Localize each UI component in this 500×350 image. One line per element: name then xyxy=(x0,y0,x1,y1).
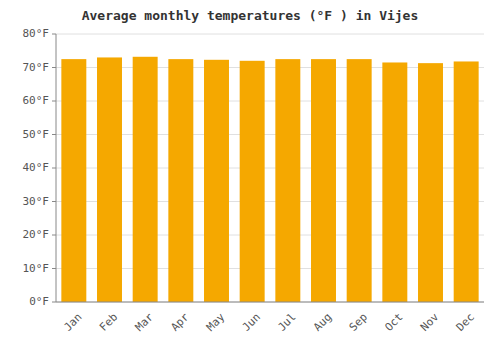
x-tick-label: Sep xyxy=(347,311,370,334)
bar xyxy=(133,57,158,302)
x-axis: Jan Feb Mar Apr May Jun Jul Aug Sep Oct Nov Dec xyxy=(61,310,477,334)
bar xyxy=(204,60,229,302)
x-tick-label: Nov xyxy=(418,310,442,334)
bar xyxy=(382,62,407,302)
bar xyxy=(275,59,300,302)
x-tick-label: Jul xyxy=(275,311,298,334)
chart-svg: 0°F 10°F 20°F 30°F 40°F 50°F 60°F 70°F 80°F Jan Fe… xyxy=(0,0,500,350)
bar xyxy=(347,59,372,302)
y-tick-label: 10°F xyxy=(23,262,50,275)
y-tick-label: 50°F xyxy=(23,128,50,141)
x-tick-label: Dec xyxy=(454,311,477,334)
axes xyxy=(56,34,484,302)
x-tick-label: Mar xyxy=(133,310,157,334)
y-tick xyxy=(52,34,56,35)
bar xyxy=(61,59,86,302)
y-tick-label: 20°F xyxy=(23,228,50,241)
x-tick-label: Jun xyxy=(240,311,263,334)
bar xyxy=(168,59,193,302)
x-tick-label: Oct xyxy=(382,311,405,334)
x-tick-label: Jan xyxy=(61,311,84,334)
y-tick xyxy=(52,168,56,169)
y-axis: 0°F 10°F 20°F 30°F 40°F 50°F 60°F 70°F 80°F xyxy=(23,27,57,308)
chart-container: 0°F 10°F 20°F 30°F 40°F 50°F 60°F 70°F 80°F Jan Fe… xyxy=(0,0,500,350)
y-tick-label: 80°F xyxy=(23,27,50,40)
x-axis-line xyxy=(56,302,484,303)
grid-line xyxy=(56,302,484,303)
bar xyxy=(311,59,336,302)
title: Average monthly temperatures (°F ) in Vi… xyxy=(82,8,419,23)
bar xyxy=(97,57,122,302)
y-tick-label: 60°F xyxy=(23,94,50,107)
grid-line xyxy=(56,34,484,35)
y-tick xyxy=(52,101,56,102)
y-tick xyxy=(52,302,56,303)
y-tick-label: 30°F xyxy=(23,195,50,208)
x-tick-label: Aug xyxy=(311,311,334,334)
y-tick xyxy=(52,235,56,236)
y-tick-label: 70°F xyxy=(23,61,50,74)
bars xyxy=(61,57,478,302)
x-tick-label: Feb xyxy=(97,311,120,334)
y-tick xyxy=(52,67,56,68)
y-tick-label: 0°F xyxy=(29,295,49,308)
y-grid xyxy=(56,34,484,302)
y-tick xyxy=(52,268,56,269)
x-tick-label: May xyxy=(204,310,228,334)
bar xyxy=(454,61,479,302)
bar xyxy=(240,61,265,302)
bar xyxy=(418,63,443,302)
y-tick xyxy=(52,201,56,202)
x-tick-label: Apr xyxy=(168,310,192,334)
y-tick-label: 40°F xyxy=(23,161,50,174)
y-axis-line xyxy=(56,34,57,302)
y-tick xyxy=(52,134,56,135)
